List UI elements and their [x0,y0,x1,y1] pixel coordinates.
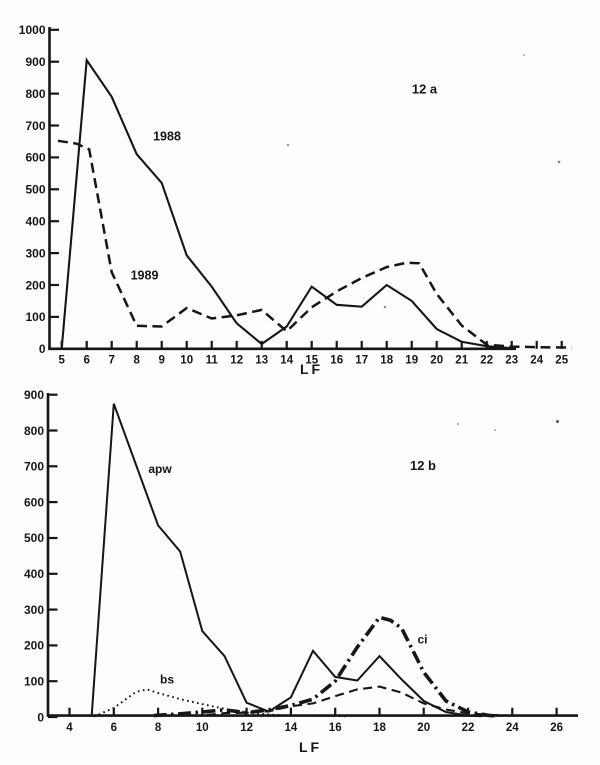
svg-text:14: 14 [280,355,293,367]
svg-text:900: 900 [25,55,45,69]
svg-text:200: 200 [25,278,45,292]
svg-text:8: 8 [133,355,140,367]
svg-text:1000: 1000 [19,23,46,37]
svg-text:1988: 1988 [153,130,181,144]
svg-text:400: 400 [25,215,45,229]
svg-text:23: 23 [505,355,518,367]
svg-text:16: 16 [329,722,342,734]
svg-text:0: 0 [37,710,44,724]
svg-text:800: 800 [24,424,44,438]
svg-text:ci: ci [417,633,427,647]
svg-text:11: 11 [206,355,219,367]
svg-text:21: 21 [455,355,468,367]
svg-text:400: 400 [24,567,44,581]
svg-text:LF: LF [299,739,322,755]
svg-text:500: 500 [24,531,44,545]
svg-text:300: 300 [24,603,44,617]
svg-text:9: 9 [158,355,164,367]
svg-text:24: 24 [506,722,519,734]
svg-text:20: 20 [430,355,443,367]
svg-text:12: 12 [230,355,243,367]
svg-text:24: 24 [530,355,543,367]
svg-text:100: 100 [25,310,45,324]
svg-text:200: 200 [24,639,44,653]
svg-text:4: 4 [66,722,73,734]
svg-text:18: 18 [373,722,386,734]
svg-text:19: 19 [405,355,418,367]
svg-text:22: 22 [462,722,475,734]
svg-text:800: 800 [25,87,45,101]
svg-text:apw: apw [148,462,172,476]
svg-text:700: 700 [24,460,44,474]
svg-text:100: 100 [24,675,44,689]
svg-text:10: 10 [196,722,209,734]
svg-text:26: 26 [550,722,563,734]
svg-text:5: 5 [58,355,65,367]
svg-text:300: 300 [25,246,45,260]
svg-text:1989: 1989 [131,269,159,283]
svg-text:12 a: 12 a [412,82,438,97]
svg-text:0: 0 [39,342,46,356]
svg-text:6: 6 [83,355,89,367]
svg-text:10: 10 [180,355,193,367]
svg-text:22: 22 [480,355,493,367]
svg-text:600: 600 [25,151,45,165]
svg-text:700: 700 [25,119,45,133]
svg-text:8: 8 [155,722,162,734]
svg-text:13: 13 [255,355,268,367]
svg-text:16: 16 [330,355,343,367]
svg-text:12: 12 [240,722,253,734]
svg-text:LF: LF [300,361,323,377]
svg-text:12 b: 12 b [410,458,436,473]
svg-text:bs: bs [160,672,174,686]
svg-text:20: 20 [417,722,430,734]
svg-text:25: 25 [555,355,568,367]
svg-text:600: 600 [24,495,44,509]
svg-text:18: 18 [380,355,393,367]
svg-text:500: 500 [25,183,45,197]
svg-text:6: 6 [111,722,117,734]
svg-text:900: 900 [24,388,44,402]
svg-text:15: 15 [305,355,318,367]
svg-text:17: 17 [355,355,368,367]
svg-text:14: 14 [285,722,298,734]
svg-text:7: 7 [108,355,114,367]
